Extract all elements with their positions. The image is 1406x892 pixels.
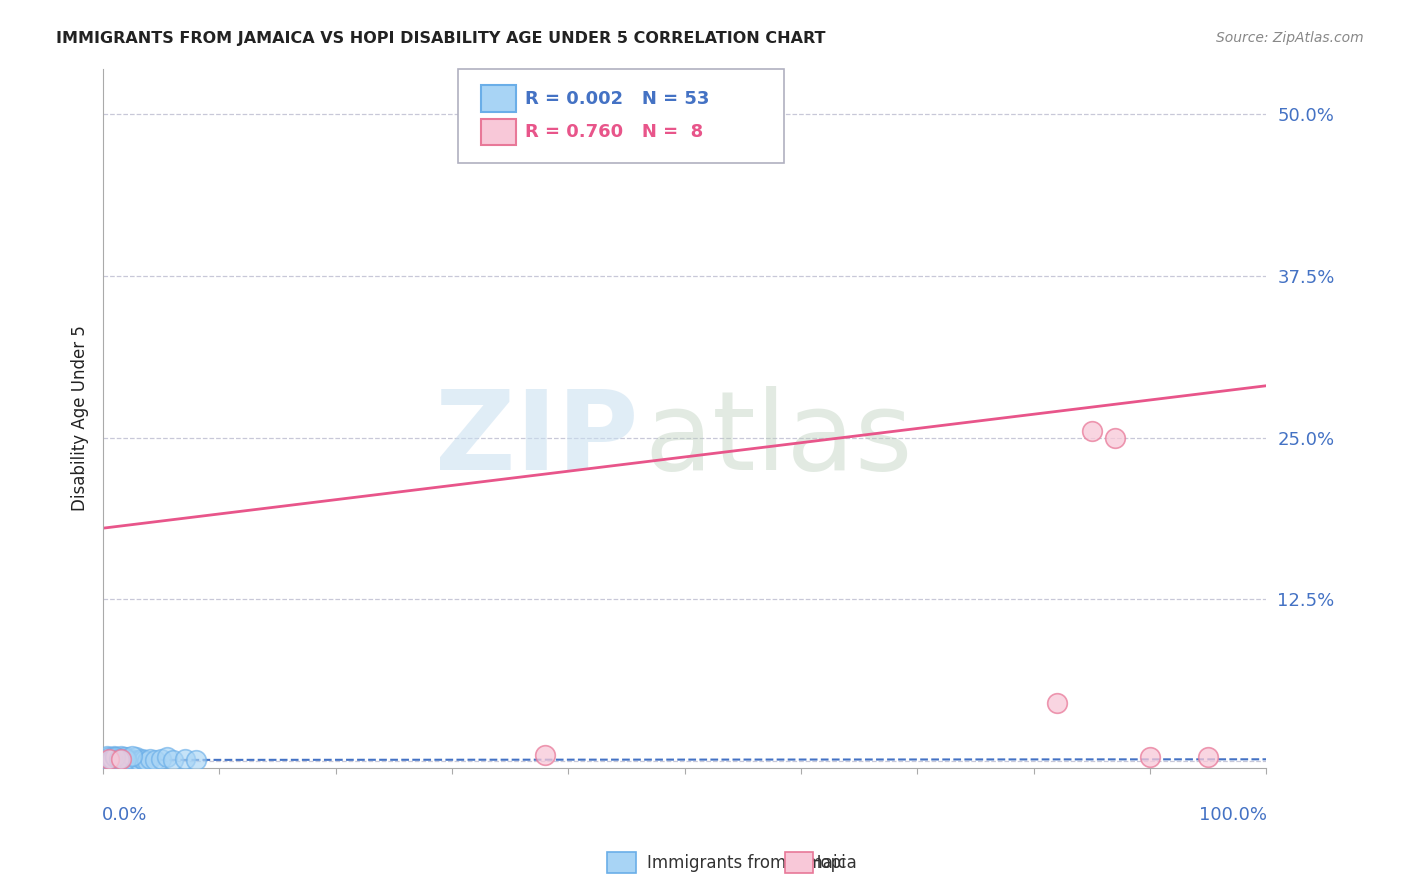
Point (97, 754, 120, 768)
Point (125, 750, 148, 764)
Point (186, 753, 208, 767)
Point (104, 754, 127, 768)
Point (111, 751, 134, 765)
Point (103, 749, 125, 764)
Point (127, 753, 149, 767)
Point (108, 751, 131, 765)
Point (104, 750, 127, 764)
Point (96, 754, 118, 768)
Point (122, 753, 145, 767)
Bar (481, 119, 516, 145)
Point (124, 754, 146, 768)
Point (117, 754, 139, 768)
Point (105, 751, 128, 765)
Point (115, 750, 138, 764)
Point (132, 753, 155, 767)
Point (94, 754, 117, 768)
Point (136, 754, 159, 768)
Point (1081, 424, 1104, 438)
Point (111, 753, 134, 767)
Point (150, 751, 173, 765)
Point (96, 749, 118, 764)
Bar (481, 86, 516, 112)
Point (110, 751, 132, 765)
Point (121, 754, 143, 768)
Point (105, 750, 128, 764)
Text: Immigrants from Jamaica: Immigrants from Jamaica (647, 854, 856, 871)
Point (118, 753, 141, 767)
Point (110, 754, 132, 768)
Point (112, 750, 135, 764)
Point (104, 750, 127, 764)
Point (112, 754, 135, 768)
FancyBboxPatch shape (458, 69, 783, 163)
Text: atlas: atlas (644, 385, 912, 492)
Point (1104, 431, 1126, 445)
Point (104, 753, 127, 767)
Point (97, 753, 120, 767)
Point (1046, 696, 1069, 710)
Text: 0.0%: 0.0% (103, 806, 148, 824)
Point (101, 751, 124, 765)
Point (97, 750, 120, 764)
Point (100, 751, 122, 765)
Text: Source: ZipAtlas.com: Source: ZipAtlas.com (1216, 31, 1364, 45)
Point (162, 753, 184, 767)
Point (534, 747, 557, 762)
Point (121, 749, 143, 764)
Point (1139, 750, 1161, 764)
Point (138, 751, 160, 765)
Point (1197, 750, 1219, 764)
Point (173, 751, 195, 765)
Point (156, 750, 179, 764)
Y-axis label: Disability Age Under 5: Disability Age Under 5 (72, 326, 89, 511)
Point (103, 754, 125, 768)
Text: Hopi: Hopi (808, 854, 846, 871)
Text: R = 0.760   N =  8: R = 0.760 N = 8 (526, 123, 703, 141)
Point (98, 754, 121, 768)
Point (107, 754, 129, 768)
Point (97, 754, 120, 768)
Point (110, 749, 132, 764)
Point (101, 751, 124, 765)
Point (120, 751, 142, 765)
Point (118, 754, 141, 768)
Point (97, 751, 120, 765)
Point (115, 751, 138, 765)
Point (100, 753, 122, 767)
Point (114, 751, 136, 765)
Text: ZIP: ZIP (434, 385, 638, 492)
Point (108, 753, 131, 767)
Point (128, 754, 150, 768)
Text: IMMIGRANTS FROM JAMAICA VS HOPI DISABILITY AGE UNDER 5 CORRELATION CHART: IMMIGRANTS FROM JAMAICA VS HOPI DISABILI… (56, 31, 825, 46)
Text: R = 0.002   N = 53: R = 0.002 N = 53 (526, 89, 710, 108)
Point (145, 753, 167, 767)
Text: 100.0%: 100.0% (1199, 806, 1267, 824)
Point (131, 751, 153, 765)
